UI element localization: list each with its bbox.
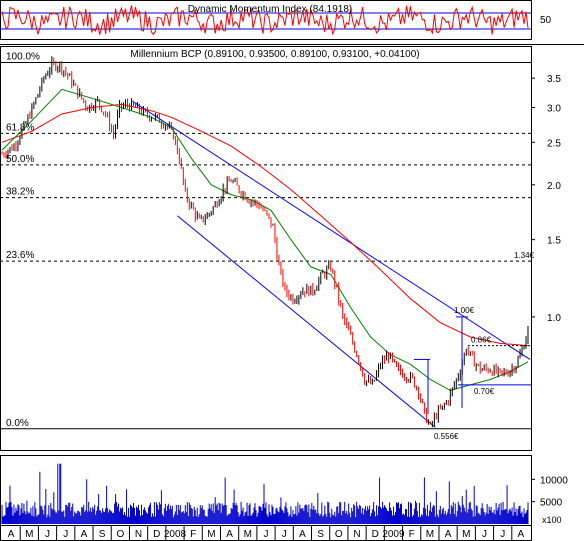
time-tick-label: 2008: [164, 529, 187, 540]
time-tick-label: A: [299, 529, 306, 540]
price-tick-label: 1.0: [547, 313, 561, 324]
price-tick-label: 3.0: [547, 104, 561, 115]
annotation-0-86: 0.86€: [471, 336, 492, 345]
annotation-0-556: 0.556€: [434, 432, 459, 441]
time-tick-label: O: [335, 529, 343, 540]
time-tick-label: J: [282, 529, 287, 540]
price-title: Millennium BCP (0.89100, 0.93500, 0.8910…: [130, 49, 419, 60]
momentum-title: Dynamic Momentum Index (84.1918): [188, 4, 353, 15]
momentum-tick-50: 50: [540, 15, 552, 26]
time-tick-label: J: [500, 529, 505, 540]
time-tick-label: A: [445, 529, 452, 540]
channel-upper-line: [132, 100, 531, 360]
time-tick-label: M: [462, 529, 470, 540]
time-tick-label: M: [244, 529, 252, 540]
time-tick-label: M: [25, 529, 33, 540]
volume-tick-label: 5000: [540, 498, 563, 509]
time-tick-label: N: [135, 529, 142, 540]
moving-average-short: [1, 88, 529, 391]
time-tick-label: A: [518, 529, 525, 540]
volume-bars: [1, 463, 529, 524]
time-tick-label: D: [372, 529, 379, 540]
time-tick-label: S: [99, 529, 106, 540]
time-tick-label: F: [409, 529, 415, 540]
time-tick-label: J: [264, 529, 269, 540]
price-panel-frame: [0, 46, 532, 451]
annotation-0-70: 0.70€: [474, 387, 495, 396]
fib-level-label: 38.2%: [6, 187, 34, 198]
time-tick-label: A: [81, 529, 88, 540]
annotation-1-34: 1.34€: [514, 251, 535, 260]
time-tick-label: M: [426, 529, 434, 540]
price-tick-label: 2.5: [547, 138, 561, 149]
time-tick-label: J: [45, 529, 50, 540]
price-panel: 100.0% 61.8% 50.0% 38.2% 23.6% 0.0% 3.5 3.0 2.5…: [0, 46, 561, 451]
moving-average-long: [1, 103, 529, 347]
fib-level-label: 0.0%: [6, 418, 29, 429]
fib-level-label: 100.0%: [6, 51, 40, 62]
price-annotations: 1.34€ 0.556€ 1.00€ 0.86€ 0.70€: [414, 251, 535, 441]
price-tick-label: 1.5: [547, 236, 561, 247]
fib-level-label: 61.8%: [6, 122, 34, 133]
fib-level-label: 50.0%: [6, 154, 34, 165]
annotation-1-00: 1.00€: [454, 306, 475, 315]
price-tick-label: 2.0: [547, 181, 561, 192]
time-tick-label: S: [317, 529, 324, 540]
volume-panel: 10000 5000 x100: [0, 455, 568, 526]
time-tick-label: J: [63, 529, 68, 540]
momentum-panel: Dynamic Momentum Index (84.1918) 50: [0, 0, 584, 45]
price-candles: [1, 56, 529, 428]
time-tick-label: 2009: [382, 529, 405, 540]
time-tick-label: A: [8, 529, 15, 540]
time-tick-label: F: [190, 529, 196, 540]
volume-tick-label: 10000: [540, 475, 568, 486]
time-tick-label: M: [207, 529, 215, 540]
time-tick-label: O: [116, 529, 124, 540]
momentum-line: [1, 5, 529, 36]
volume-unit-label: x100: [542, 515, 562, 525]
channel-lower-line: [177, 215, 436, 428]
price-tick-label: 3.5: [547, 74, 561, 85]
time-tick-label: A: [226, 529, 233, 540]
time-tick-label: J: [482, 529, 487, 540]
price-axis: 3.5 3.0 2.5 2.0 1.5 1.0: [531, 74, 561, 324]
time-tick-label: D: [153, 529, 160, 540]
time-tick-label: N: [353, 529, 360, 540]
fib-level-label: 23.6%: [6, 250, 34, 261]
time-axis: A M J J A S O N D 2008 F M A M J J A S O N D 2009 F M A M J J A: [0, 525, 532, 541]
volume-axis: 10000 5000: [531, 475, 568, 509]
fibonacci-levels: 100.0% 61.8% 50.0% 38.2% 23.6% 0.0%: [0, 51, 531, 430]
